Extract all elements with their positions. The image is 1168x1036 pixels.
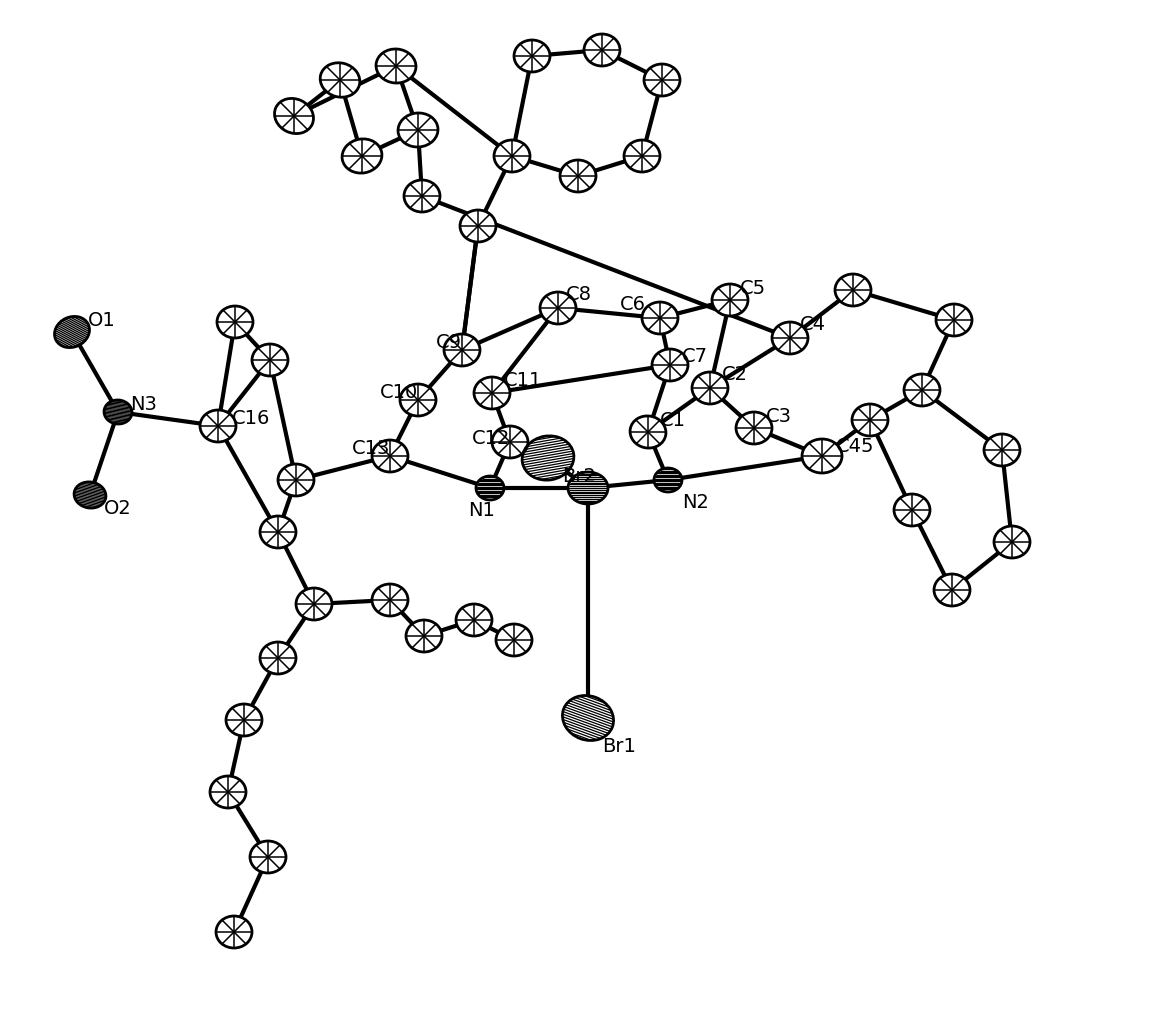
Text: C11: C11 [505, 371, 542, 390]
Text: C4: C4 [800, 316, 826, 335]
Ellipse shape [514, 40, 550, 71]
Ellipse shape [652, 349, 688, 381]
Ellipse shape [104, 400, 132, 424]
Ellipse shape [278, 464, 314, 496]
Ellipse shape [584, 34, 620, 66]
Ellipse shape [522, 436, 573, 480]
Ellipse shape [274, 98, 313, 134]
Text: O1: O1 [88, 312, 116, 330]
Ellipse shape [934, 574, 969, 606]
Text: C45: C45 [836, 436, 875, 456]
Ellipse shape [296, 588, 332, 620]
Text: N2: N2 [682, 492, 709, 512]
Ellipse shape [216, 916, 252, 948]
Ellipse shape [371, 584, 408, 616]
Ellipse shape [376, 49, 416, 83]
Text: Br2: Br2 [562, 466, 596, 486]
Text: C6: C6 [620, 295, 646, 315]
Ellipse shape [983, 434, 1020, 466]
Ellipse shape [210, 776, 246, 808]
Ellipse shape [74, 482, 106, 508]
Ellipse shape [496, 624, 531, 656]
Text: C9: C9 [436, 333, 463, 351]
Ellipse shape [559, 160, 596, 192]
Ellipse shape [260, 642, 296, 674]
Ellipse shape [320, 63, 360, 97]
Ellipse shape [772, 322, 808, 354]
Ellipse shape [494, 140, 530, 172]
Text: N3: N3 [130, 396, 157, 414]
Text: C7: C7 [682, 346, 708, 366]
Ellipse shape [540, 292, 576, 324]
Ellipse shape [456, 604, 492, 636]
Text: Br1: Br1 [602, 737, 635, 755]
Ellipse shape [477, 476, 505, 500]
Text: C5: C5 [741, 279, 766, 297]
Ellipse shape [624, 140, 660, 172]
Ellipse shape [904, 374, 940, 406]
Ellipse shape [630, 415, 666, 448]
Ellipse shape [460, 210, 496, 242]
Ellipse shape [342, 139, 382, 173]
Text: C10: C10 [380, 383, 418, 403]
Ellipse shape [936, 304, 972, 336]
Ellipse shape [994, 526, 1030, 558]
Text: O2: O2 [104, 498, 132, 518]
Ellipse shape [474, 377, 510, 409]
Ellipse shape [851, 404, 888, 436]
Ellipse shape [444, 334, 480, 366]
Ellipse shape [654, 468, 682, 492]
Text: C8: C8 [566, 286, 592, 305]
Ellipse shape [225, 704, 262, 736]
Ellipse shape [563, 695, 613, 741]
Ellipse shape [404, 180, 440, 212]
Ellipse shape [55, 316, 90, 348]
Text: C16: C16 [232, 408, 270, 428]
Text: N1: N1 [468, 500, 495, 519]
Text: C12: C12 [472, 429, 510, 448]
Ellipse shape [691, 372, 728, 404]
Text: C3: C3 [766, 406, 792, 426]
Ellipse shape [712, 284, 748, 316]
Ellipse shape [642, 303, 677, 334]
Ellipse shape [568, 472, 609, 503]
Ellipse shape [399, 384, 436, 416]
Ellipse shape [492, 426, 528, 458]
Ellipse shape [217, 306, 253, 338]
Ellipse shape [406, 620, 442, 652]
Ellipse shape [200, 410, 236, 442]
Ellipse shape [250, 841, 286, 873]
Text: C13: C13 [352, 438, 390, 458]
Ellipse shape [802, 439, 842, 473]
Ellipse shape [260, 516, 296, 548]
Ellipse shape [371, 440, 408, 472]
Ellipse shape [736, 412, 772, 444]
Ellipse shape [398, 113, 438, 147]
Text: C2: C2 [722, 365, 748, 383]
Text: C1: C1 [660, 410, 686, 430]
Ellipse shape [835, 274, 871, 306]
Ellipse shape [644, 64, 680, 96]
Ellipse shape [252, 344, 288, 376]
Ellipse shape [894, 494, 930, 526]
